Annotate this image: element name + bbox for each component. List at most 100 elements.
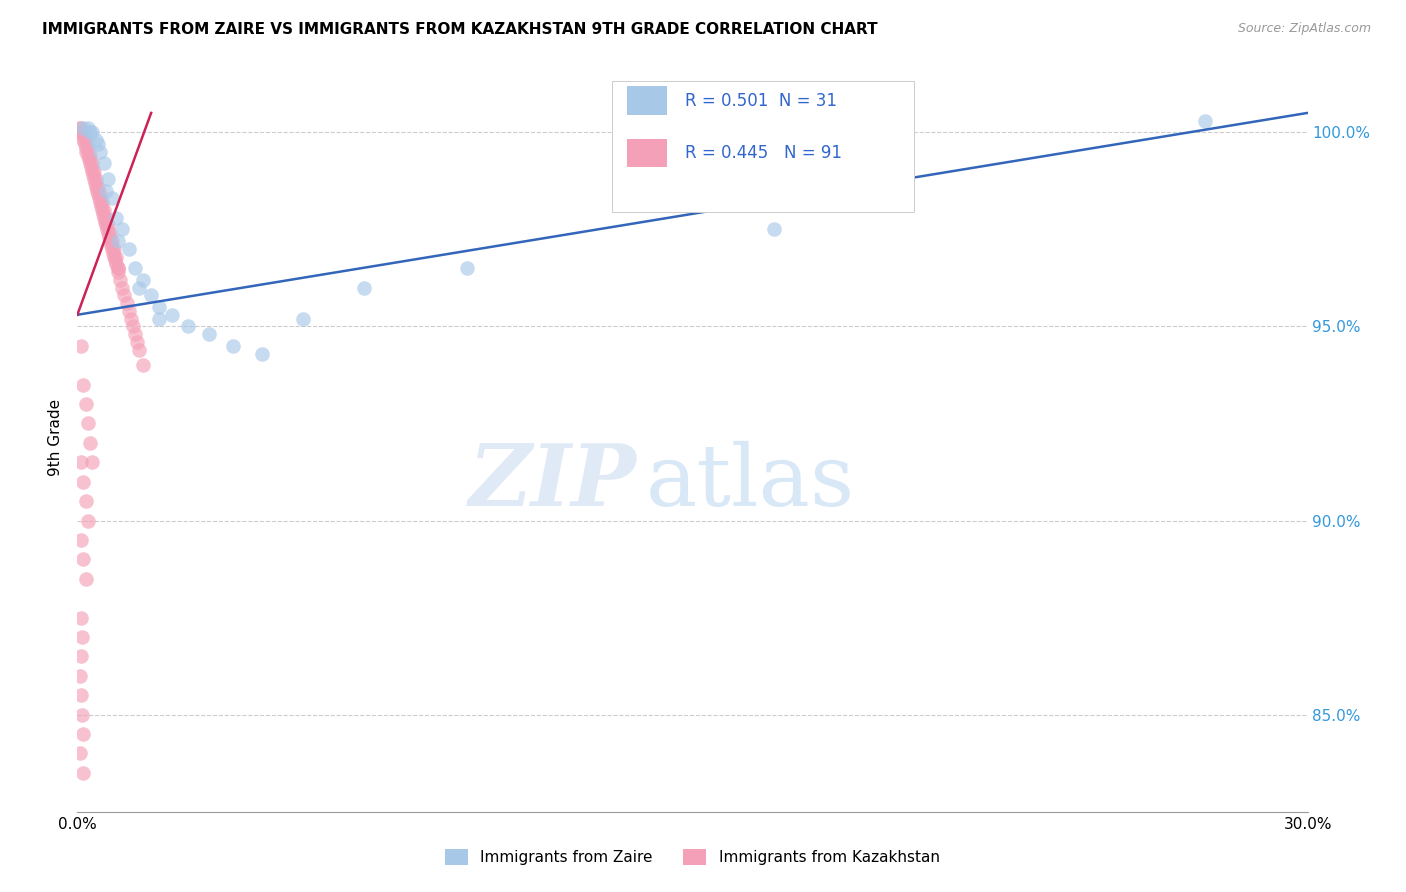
Point — [79, 156, 101, 170]
Point — [93, 156, 115, 170]
Point — [104, 253, 127, 268]
Point — [89, 145, 111, 159]
Point — [87, 187, 110, 202]
Point — [96, 222, 118, 236]
Point — [97, 219, 120, 233]
Point — [72, 727, 94, 741]
Point — [148, 300, 170, 314]
Point — [111, 222, 134, 236]
Point — [69, 669, 91, 683]
Point — [69, 747, 91, 761]
Point — [94, 184, 117, 198]
Point — [72, 552, 94, 566]
Point — [76, 417, 98, 431]
Point — [75, 494, 97, 508]
Point — [83, 164, 105, 178]
Point — [117, 242, 139, 256]
Point — [101, 234, 124, 248]
Point — [93, 211, 115, 225]
Point — [76, 121, 98, 136]
Point — [80, 164, 103, 178]
Point — [197, 327, 219, 342]
Point — [87, 191, 110, 205]
Point — [70, 125, 93, 139]
Point — [70, 630, 93, 644]
Point — [107, 261, 129, 276]
Point — [456, 261, 478, 276]
Point — [103, 250, 125, 264]
Point — [94, 214, 117, 228]
Text: IMMIGRANTS FROM ZAIRE VS IMMIGRANTS FROM KAZAKHSTAN 9TH GRADE CORRELATION CHART: IMMIGRANTS FROM ZAIRE VS IMMIGRANTS FROM… — [42, 22, 877, 37]
Point — [103, 242, 125, 256]
Point — [79, 148, 101, 162]
Point — [125, 334, 148, 349]
Text: R = 0.501  N = 31: R = 0.501 N = 31 — [685, 92, 837, 110]
Point — [70, 610, 93, 624]
Point — [80, 455, 103, 469]
Point — [70, 339, 93, 353]
Point — [75, 572, 97, 586]
Point — [94, 219, 117, 233]
Point — [110, 273, 132, 287]
Point — [79, 436, 101, 450]
Point — [222, 339, 245, 353]
Point — [72, 125, 94, 139]
Point — [90, 195, 114, 210]
Point — [70, 688, 93, 702]
Point — [76, 148, 98, 162]
Point — [98, 234, 121, 248]
Point — [141, 288, 163, 302]
Point — [75, 141, 97, 155]
Point — [86, 184, 108, 198]
Point — [107, 234, 129, 248]
Point — [89, 187, 111, 202]
Point — [69, 125, 91, 139]
Point — [148, 311, 170, 326]
FancyBboxPatch shape — [613, 81, 914, 212]
Point — [177, 319, 200, 334]
Text: R = 0.445   N = 91: R = 0.445 N = 91 — [685, 145, 842, 162]
Legend: Immigrants from Zaire, Immigrants from Kazakhstan: Immigrants from Zaire, Immigrants from K… — [439, 843, 946, 871]
Point — [132, 358, 155, 372]
Point — [97, 227, 120, 241]
Point — [72, 475, 94, 489]
FancyBboxPatch shape — [627, 139, 666, 168]
Point — [115, 296, 138, 310]
Point — [91, 207, 114, 221]
Point — [105, 250, 128, 264]
Point — [117, 304, 139, 318]
Point — [75, 397, 97, 411]
Point — [90, 202, 114, 217]
Point — [93, 202, 115, 217]
Point — [121, 319, 143, 334]
Text: Source: ZipAtlas.com: Source: ZipAtlas.com — [1237, 22, 1371, 36]
Point — [87, 179, 110, 194]
Point — [84, 133, 107, 147]
Point — [70, 533, 93, 547]
Point — [70, 707, 93, 722]
Point — [83, 172, 105, 186]
Point — [73, 136, 96, 151]
Point — [107, 261, 129, 276]
Point — [124, 261, 146, 276]
Point — [84, 176, 107, 190]
Point — [98, 227, 121, 241]
Point — [70, 455, 93, 469]
Point — [98, 230, 121, 244]
Point — [101, 191, 124, 205]
Point — [76, 514, 98, 528]
Point — [105, 257, 128, 271]
Point — [132, 273, 155, 287]
Point — [80, 161, 103, 175]
Point — [763, 222, 786, 236]
Point — [75, 133, 97, 147]
Point — [89, 195, 111, 210]
Point — [128, 280, 150, 294]
Point — [72, 133, 94, 147]
Point — [111, 280, 134, 294]
Point — [103, 245, 125, 260]
Point — [70, 129, 93, 144]
Point — [128, 343, 150, 357]
Point — [70, 121, 93, 136]
Point — [1194, 113, 1216, 128]
